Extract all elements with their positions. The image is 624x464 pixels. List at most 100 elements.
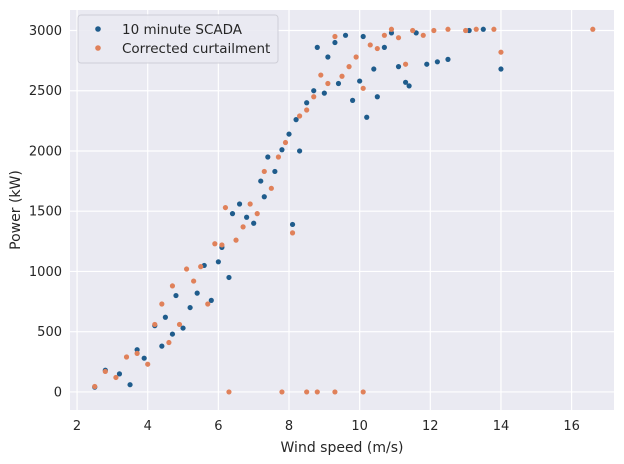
- y-tick-label: 0: [54, 385, 62, 400]
- data-point: [590, 26, 596, 32]
- data-point: [116, 371, 123, 377]
- data-point: [473, 26, 479, 32]
- series-2: [92, 26, 596, 395]
- data-point: [420, 32, 426, 38]
- y-tick-label: 1000: [29, 265, 62, 280]
- data-point: [445, 56, 451, 62]
- data-point: [123, 354, 130, 360]
- data-point: [268, 185, 274, 191]
- data-point: [244, 214, 250, 220]
- data-point: [159, 343, 165, 349]
- data-point: [311, 88, 317, 94]
- data-point: [388, 30, 395, 36]
- data-point: [357, 78, 363, 84]
- data-point: [222, 204, 229, 211]
- data-point: [176, 321, 183, 328]
- data-point: [166, 339, 172, 346]
- x-tick-label: 12: [422, 419, 439, 434]
- legend-marker: [95, 26, 101, 32]
- data-point: [180, 325, 186, 331]
- data-point: [434, 59, 440, 65]
- data-point: [134, 347, 140, 353]
- data-point: [360, 33, 366, 40]
- y-axis-label: Power (kW): [8, 170, 24, 250]
- data-point: [342, 32, 349, 38]
- data-point: [297, 113, 303, 119]
- data-point: [424, 61, 430, 67]
- data-point: [297, 148, 303, 154]
- data-point: [152, 321, 158, 328]
- data-point: [304, 107, 310, 113]
- x-tick-label: 14: [493, 419, 510, 434]
- data-point: [314, 389, 320, 395]
- data-point: [395, 35, 402, 41]
- data-point: [233, 237, 239, 243]
- y-tick-labels: 0 500 1000 1500 2000 2500 3000: [29, 24, 62, 400]
- data-point: [293, 117, 299, 123]
- y-tick-label: 1500: [29, 205, 62, 220]
- grid: [70, 10, 614, 410]
- data-point: [215, 259, 221, 265]
- data-point: [169, 331, 176, 337]
- data-point: [251, 220, 257, 226]
- data-point: [498, 49, 504, 55]
- x-tick-label: 16: [563, 419, 580, 434]
- data-point: [346, 64, 352, 70]
- legend: 10 minute SCADA Corrected curtailment: [77, 14, 279, 64]
- data-point: [169, 283, 176, 289]
- data-point: [279, 389, 285, 395]
- y-tick-label: 500: [37, 325, 62, 340]
- data-point: [286, 131, 292, 137]
- data-point: [226, 274, 232, 281]
- data-point: [275, 154, 282, 160]
- data-point: [162, 314, 168, 320]
- legend-box: [77, 14, 279, 64]
- data-point: [173, 292, 179, 299]
- data-point: [381, 44, 387, 50]
- data-point: [431, 27, 437, 34]
- legend-label: Corrected curtailment: [122, 41, 270, 57]
- data-point: [311, 94, 317, 100]
- data-point: [113, 374, 119, 381]
- x-tick-label: 10: [351, 419, 368, 434]
- data-point: [212, 241, 218, 247]
- data-point: [332, 389, 338, 395]
- data-point: [240, 224, 246, 230]
- data-point: [236, 201, 243, 207]
- data-point: [353, 54, 359, 60]
- data-point: [183, 266, 190, 272]
- data-point: [491, 26, 497, 32]
- data-point: [402, 79, 409, 85]
- data-point: [159, 301, 165, 307]
- data-point: [102, 368, 108, 375]
- data-point: [226, 389, 232, 395]
- plot-background: [70, 10, 614, 410]
- data-point: [191, 278, 197, 284]
- data-point: [282, 139, 289, 146]
- data-point: [374, 94, 380, 100]
- data-point: [480, 26, 486, 32]
- data-point: [325, 54, 331, 60]
- data-point: [367, 42, 373, 48]
- data-point: [289, 230, 296, 236]
- y-tick-label: 2500: [29, 84, 62, 99]
- data-point: [198, 264, 204, 270]
- data-point: [402, 61, 409, 67]
- data-point: [261, 194, 267, 200]
- x-axis-label: Wind speed (m/s): [281, 440, 404, 456]
- x-tick-labels: 2 4 6 8 10 12 14 16: [73, 419, 580, 434]
- data-point: [381, 32, 387, 38]
- x-tick-label: 4: [144, 419, 152, 434]
- data-point: [445, 26, 451, 32]
- data-point: [261, 168, 267, 175]
- data-point: [332, 39, 338, 46]
- data-point: [258, 178, 264, 184]
- data-point: [194, 290, 200, 296]
- data-point: [360, 389, 366, 395]
- series-1: [92, 26, 504, 390]
- data-point: [187, 304, 193, 311]
- data-point: [272, 168, 278, 175]
- data-point: [339, 73, 345, 79]
- data-point: [304, 100, 310, 106]
- data-point: [247, 201, 253, 207]
